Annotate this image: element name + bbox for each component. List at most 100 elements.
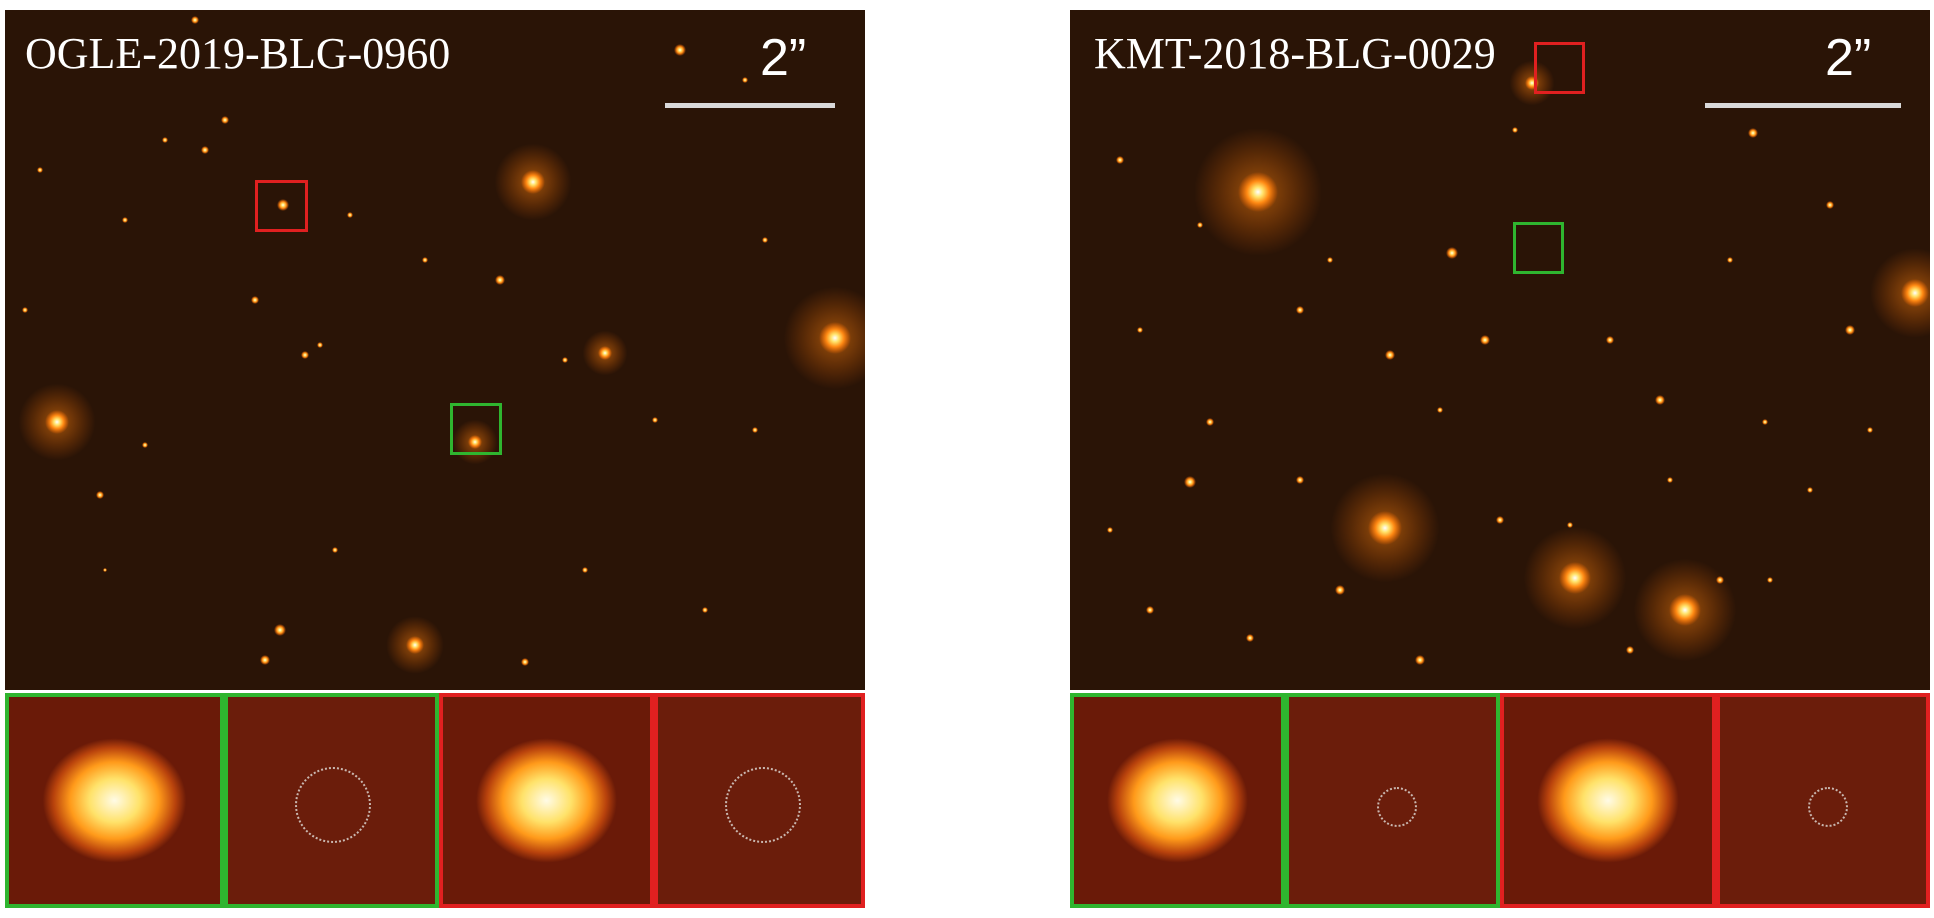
star (1767, 577, 1773, 583)
star (332, 547, 338, 553)
star (301, 351, 309, 359)
star-halo (1870, 248, 1930, 338)
star (521, 170, 545, 194)
right-green-residual-ring (1377, 787, 1417, 827)
left-red-residual-cutout (654, 693, 865, 908)
star (1415, 655, 1425, 665)
right-red-source-cutout (1500, 693, 1716, 908)
star (1807, 487, 1813, 493)
star (1655, 395, 1665, 405)
star (1296, 476, 1304, 484)
star (1606, 336, 1614, 344)
left-red-source-cutout (439, 693, 654, 908)
star (1826, 201, 1834, 209)
right-target-name: KMT-2018-BLG-0029 (1094, 29, 1496, 78)
star (1446, 247, 1458, 259)
star (742, 77, 748, 83)
right-scale-label: 2” (1825, 29, 1872, 87)
star (1137, 327, 1143, 333)
star (1327, 257, 1333, 263)
star (122, 217, 128, 223)
star (1368, 511, 1402, 545)
left-green-residual-ring (295, 767, 371, 843)
left-green-source-cutout (5, 693, 224, 908)
right-cutout-strip (1070, 693, 1930, 908)
star (1107, 527, 1113, 533)
left-green-residual-cutout (224, 693, 439, 908)
star (274, 624, 286, 636)
star (819, 322, 851, 354)
star (45, 410, 69, 434)
star (96, 491, 104, 499)
star (495, 275, 505, 285)
star (1385, 350, 1395, 360)
star (1512, 127, 1518, 133)
star (598, 346, 612, 360)
star (1626, 646, 1634, 654)
star (521, 658, 529, 666)
star (162, 137, 168, 143)
star (1437, 407, 1443, 413)
right-red-box (1534, 42, 1585, 94)
star (468, 435, 482, 449)
star (1197, 222, 1203, 228)
star (752, 427, 758, 433)
star (422, 257, 428, 263)
star (251, 296, 259, 304)
star (1480, 335, 1490, 345)
star (1669, 594, 1701, 626)
star (1867, 427, 1873, 433)
star (1116, 156, 1124, 164)
right-starfield-image: KMT-2018-BLG-0029 2” (1070, 10, 1930, 690)
star (142, 442, 148, 448)
star (1335, 585, 1345, 595)
star (317, 342, 323, 348)
right-scale-bar (1705, 103, 1901, 108)
star (406, 636, 424, 654)
left-starfield-svg (18, 16, 865, 674)
left-starfield-image: OGLE-2019-BLG-0960 2” (5, 10, 865, 690)
star (221, 116, 229, 124)
star (582, 567, 588, 573)
star (37, 167, 43, 173)
star (762, 237, 768, 243)
star (1296, 306, 1304, 314)
right-red-residual-ring (1808, 787, 1848, 827)
left-target-name: OGLE-2019-BLG-0960 (25, 29, 451, 78)
right-green-source-cutout (1070, 693, 1285, 908)
star (1748, 128, 1758, 138)
star (1567, 522, 1573, 528)
star (1206, 418, 1214, 426)
left-scale-bar (665, 103, 835, 108)
star (191, 16, 199, 24)
star (1667, 477, 1673, 483)
star (347, 212, 353, 218)
right-green-box (1513, 222, 1564, 274)
star (201, 146, 209, 154)
star (1238, 172, 1278, 212)
star (103, 568, 107, 572)
star (260, 655, 270, 665)
star (1146, 606, 1154, 614)
star (1246, 634, 1254, 642)
star (702, 607, 708, 613)
star (1762, 419, 1768, 425)
left-green-box (450, 403, 502, 455)
star (1727, 257, 1733, 263)
star (1559, 562, 1591, 594)
left-scale-label: 2” (760, 29, 807, 87)
star (22, 307, 28, 313)
star (1901, 279, 1929, 307)
right-red-residual-cutout (1716, 693, 1930, 908)
star (1184, 476, 1196, 488)
left-red-box (255, 180, 308, 232)
left-red-residual-ring (725, 767, 801, 843)
left-cutout-strip (5, 693, 865, 908)
star (277, 199, 289, 211)
star (1496, 516, 1504, 524)
right-starfield-svg (1107, 60, 1930, 665)
right-green-residual-cutout (1285, 693, 1500, 908)
star (652, 417, 658, 423)
star (1845, 325, 1855, 335)
star (562, 357, 568, 363)
